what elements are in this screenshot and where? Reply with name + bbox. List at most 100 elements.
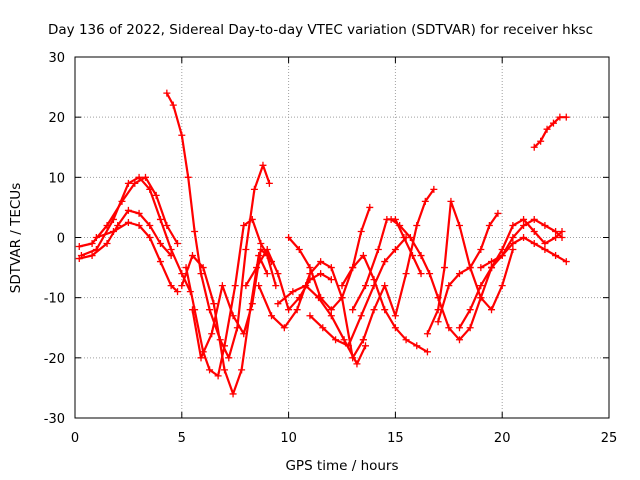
data-point (167, 246, 175, 254)
data-point (306, 312, 314, 320)
series-line (533, 116, 568, 149)
data-point (417, 270, 425, 278)
data-point (178, 131, 186, 139)
y-tick-label: -30 (44, 412, 65, 427)
data-point (221, 366, 229, 374)
series-line (191, 248, 277, 359)
data-point (197, 354, 205, 362)
series-track-22 (488, 215, 566, 272)
data-point (509, 221, 517, 229)
data-point (188, 252, 196, 260)
data-point (272, 282, 280, 290)
data-point (242, 246, 250, 254)
data-point (421, 197, 429, 205)
data-point (370, 276, 378, 284)
y-tick-label: 30 (48, 51, 65, 66)
data-point (131, 179, 139, 187)
data-point (265, 179, 273, 187)
data-point (340, 336, 348, 344)
data-point (400, 234, 408, 241)
data-point (413, 221, 421, 229)
data-point (317, 270, 325, 278)
series-track-2 (77, 173, 194, 296)
y-tick-label: -10 (44, 292, 65, 307)
data-point (509, 246, 517, 254)
data-point (280, 324, 288, 332)
data-point (327, 264, 335, 272)
data-point (327, 312, 335, 320)
data-point (445, 282, 453, 290)
data-point (263, 270, 271, 278)
series-track-4 (92, 218, 182, 296)
series-line (426, 200, 514, 335)
data-point (218, 282, 226, 290)
data-point (156, 258, 164, 266)
data-point (248, 300, 256, 308)
data-point (214, 372, 222, 380)
data-point (75, 243, 83, 251)
data-point (103, 240, 111, 248)
data-point (315, 294, 323, 302)
data-point (381, 258, 389, 266)
series-line (490, 218, 564, 269)
data-point (485, 221, 493, 229)
series-line (95, 221, 179, 293)
data-point (88, 252, 96, 260)
data-point (402, 270, 410, 278)
data-point (152, 191, 160, 199)
data-point (240, 330, 248, 338)
data-point (174, 240, 182, 248)
y-axis-label: SDTVAR / TECUs (8, 183, 24, 293)
data-point (391, 324, 399, 332)
data-point (558, 234, 566, 241)
data-point (466, 264, 474, 272)
data-point (562, 258, 570, 266)
data-point (306, 264, 314, 272)
data-point (338, 294, 346, 302)
data-point (302, 282, 310, 290)
data-point (423, 330, 431, 338)
series-track-23 (530, 113, 570, 151)
data-point (556, 113, 564, 121)
data-point (423, 348, 431, 356)
data-point (530, 240, 538, 248)
data-point (520, 234, 528, 241)
data-point (124, 206, 132, 214)
data-point (552, 227, 560, 235)
series-track-1 (75, 173, 182, 251)
data-point (124, 179, 132, 187)
data-point (124, 218, 132, 226)
data-point (349, 306, 357, 314)
data-point (163, 89, 171, 97)
data-point (141, 173, 149, 181)
data-point (274, 270, 282, 278)
data-point (509, 234, 517, 241)
series-track-5 (163, 89, 273, 362)
y-tick-label: 0 (57, 232, 65, 247)
data-point (255, 282, 263, 290)
data-point (242, 282, 250, 290)
data-point (520, 221, 528, 229)
data-point (396, 221, 404, 229)
x-tick-label: 25 (601, 431, 618, 446)
series-line (80, 176, 192, 293)
data-point (109, 227, 117, 235)
data-point (552, 234, 560, 241)
series-track-8 (188, 246, 280, 362)
data-point (402, 336, 410, 344)
series-track-14 (338, 252, 431, 356)
data-point (240, 221, 248, 229)
data-point (285, 234, 293, 241)
chart-title: Day 136 of 2022, Sidereal Day-to-day VTE… (48, 22, 593, 38)
data-point (174, 288, 182, 296)
data-point (263, 246, 271, 254)
data-point (488, 306, 496, 314)
data-point (248, 215, 256, 223)
data-point (434, 306, 442, 314)
x-tick-label: 20 (494, 431, 511, 446)
data-point (426, 270, 434, 278)
data-point (498, 246, 506, 254)
data-point (167, 252, 175, 260)
data-point (359, 252, 367, 260)
data-point (477, 264, 485, 272)
